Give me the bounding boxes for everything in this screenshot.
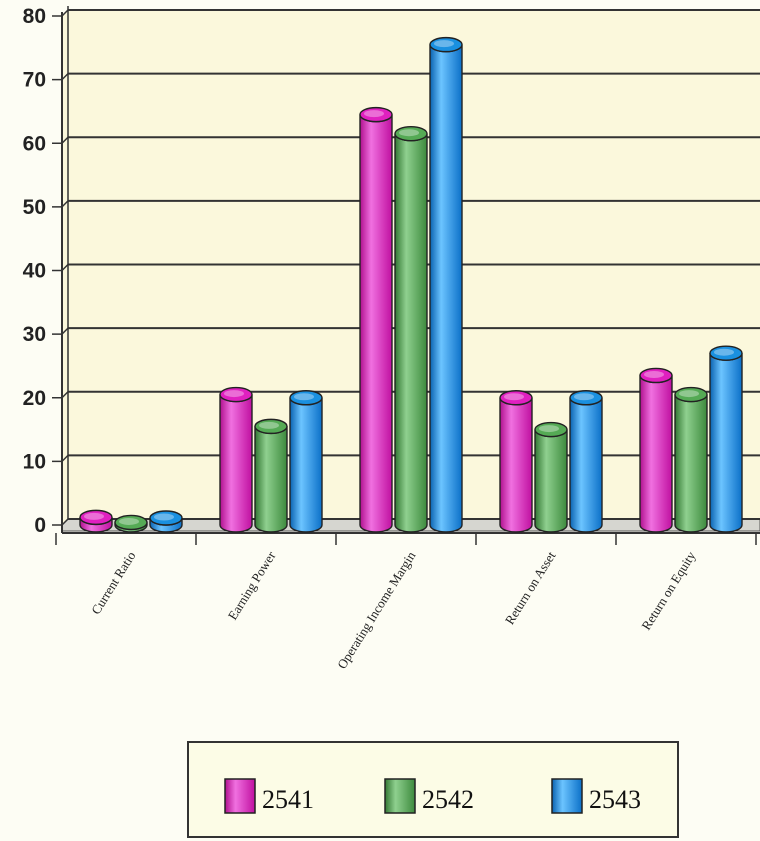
legend-swatch: [384, 778, 416, 814]
bar-top: [709, 345, 743, 361]
legend-label: 2543: [589, 785, 641, 814]
bar-body: [429, 44, 463, 533]
bar-top-highlight: [294, 393, 314, 401]
y-tick-label: 80: [23, 5, 46, 28]
bar-body: [709, 353, 743, 533]
bar-top: [499, 390, 533, 406]
legend-label: 2541: [262, 785, 314, 814]
y-tick-label: 40: [23, 260, 46, 283]
bar-top: [219, 386, 253, 403]
bar-top-highlight: [504, 393, 524, 401]
bar-top: [149, 510, 183, 526]
bar-top: [429, 36, 463, 53]
bar-top: [359, 106, 393, 123]
bar-body: [674, 394, 708, 533]
x-tick-label: Operating Income Margin: [334, 548, 419, 671]
bar-body: [569, 397, 603, 533]
bar: [639, 367, 673, 533]
bar: [114, 514, 148, 533]
bar-body: [394, 133, 428, 533]
bar-top-highlight: [644, 370, 664, 378]
bar-top-highlight: [539, 425, 559, 433]
bar: [499, 390, 533, 533]
bar-body: [219, 394, 253, 533]
bar-top-highlight: [434, 40, 454, 48]
legend-entry: 2541: [224, 778, 314, 814]
y-tick-label: 0: [34, 514, 46, 537]
bar-body: [534, 429, 568, 533]
bar-top-highlight: [119, 517, 139, 525]
legend-entry: 2543: [551, 778, 641, 814]
y-tick-label: 10: [23, 450, 46, 473]
bar: [674, 386, 708, 533]
bar: [569, 390, 603, 533]
y-tick-label: 70: [23, 69, 46, 92]
legend-swatch: [551, 778, 583, 814]
bar: [534, 421, 568, 533]
bar-top-highlight: [224, 390, 244, 398]
bar-body: [639, 375, 673, 533]
x-tick-label: Return on Equity: [638, 548, 698, 632]
bar-top: [254, 418, 288, 435]
y-tick-label: 20: [23, 387, 46, 410]
legend-label: 2542: [422, 785, 474, 814]
bar-top: [289, 390, 323, 406]
bar: [149, 510, 183, 533]
bar-top-highlight: [399, 129, 419, 137]
bar-body: [254, 426, 288, 533]
x-tick-label: Current Ratio: [88, 549, 138, 617]
y-tick-label: 50: [23, 196, 46, 219]
bar-top: [534, 421, 568, 438]
bar-top-highlight: [259, 421, 279, 429]
bar: [289, 390, 323, 533]
bar-top-highlight: [84, 512, 104, 520]
y-tick-label: 60: [23, 132, 46, 155]
bar: [429, 36, 463, 533]
bar-top: [639, 367, 673, 384]
bar-top: [674, 386, 708, 403]
bar-top-highlight: [574, 393, 594, 401]
bar-top: [79, 509, 113, 526]
bar-body: [359, 114, 393, 533]
x-tick-label: Return on Asset: [502, 548, 559, 627]
bar: [254, 418, 288, 533]
bar: [79, 509, 113, 533]
bar-top-highlight: [154, 513, 174, 521]
legend-entry: 2542: [384, 778, 474, 814]
bar-top-highlight: [364, 110, 384, 118]
bar-top-highlight: [714, 348, 734, 356]
legend-swatch: [224, 778, 256, 814]
legend-box: [187, 741, 679, 838]
bar-top: [394, 126, 428, 142]
bar: [394, 126, 428, 533]
bar-top-highlight: [679, 390, 699, 398]
bar-top: [114, 514, 148, 531]
x-tick-label: Earning Power: [225, 548, 279, 622]
bar-body: [499, 397, 533, 533]
bar: [709, 345, 743, 533]
bar: [359, 106, 393, 533]
y-tick-label: 30: [23, 323, 46, 346]
bar-top: [569, 390, 603, 406]
bar-body: [289, 397, 323, 533]
bar: [219, 386, 253, 533]
